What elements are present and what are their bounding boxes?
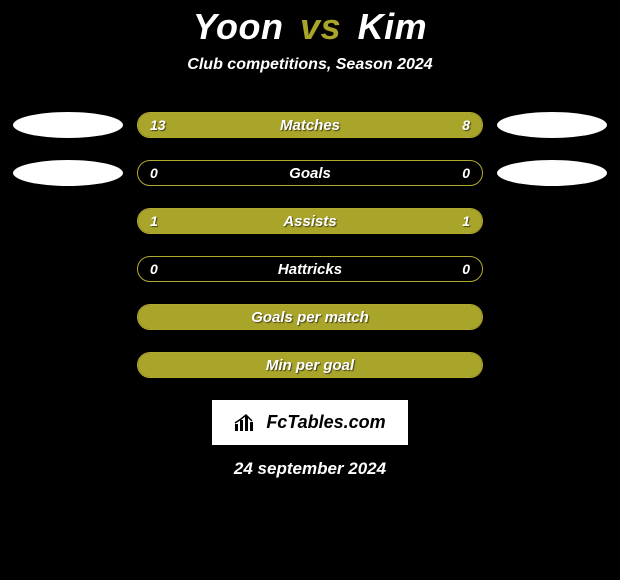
player2-photo [497,160,607,186]
stat-bar: Min per goal [137,352,483,378]
date-line: 24 september 2024 [0,459,620,479]
stat-rows: 138Matches00Goals11Assists00HattricksGoa… [0,112,620,378]
stat-row: 11Assists [0,208,620,234]
stat-label: Hattricks [138,257,482,281]
photo-spacer [13,208,123,234]
stat-row: 0 0Goals [0,160,620,186]
stat-bar: 0 0Goals [137,160,483,186]
photo-spacer [497,256,607,282]
fill-left [138,113,351,137]
photo-spacer [13,304,123,330]
photo-spacer [497,352,607,378]
stat-bar: 0 0Hattricks [137,256,483,282]
stat-value-right: 0 [462,161,470,185]
photo-spacer [497,304,607,330]
title-player2: Kim [358,6,428,47]
stat-label: Goals [138,161,482,185]
stat-value-left: 1 [150,209,158,233]
logo-text: FcTables.com [266,412,385,433]
avatar-placeholder [13,112,123,138]
stat-value-left: 0 [150,257,158,281]
stat-value-left: 13 [150,113,166,137]
stat-value-right: 1 [462,209,470,233]
fill-left [138,353,482,377]
stat-bar: 138Matches [137,112,483,138]
title-player1: Yoon [193,6,284,47]
title: Yoon vs Kim [0,6,620,48]
photo-spacer [13,352,123,378]
bars-icon [234,414,258,432]
stat-bar: Goals per match [137,304,483,330]
comparison-card: Yoon vs Kim Club competitions, Season 20… [0,0,620,479]
stat-row: Min per goal [0,352,620,378]
stat-row: 0 0Hattricks [0,256,620,282]
fill-left [138,209,310,233]
stat-value-right: 0 [462,257,470,281]
title-vs: vs [300,6,341,47]
photo-spacer [13,256,123,282]
stat-row: 138Matches [0,112,620,138]
player1-photo [13,160,123,186]
stat-row: Goals per match [0,304,620,330]
photo-spacer [497,208,607,234]
player2-photo [497,112,607,138]
fill-left [138,305,482,329]
logo-box: FcTables.com [212,400,407,445]
stat-value-right: 8 [462,113,470,137]
fill-right [310,209,482,233]
stat-value-left: 0 [150,161,158,185]
avatar-placeholder [13,160,123,186]
subtitle: Club competitions, Season 2024 [0,56,620,74]
player1-photo [13,112,123,138]
stat-bar: 11Assists [137,208,483,234]
avatar-placeholder [497,160,607,186]
avatar-placeholder [497,112,607,138]
footer-logo: FcTables.com [0,400,620,445]
